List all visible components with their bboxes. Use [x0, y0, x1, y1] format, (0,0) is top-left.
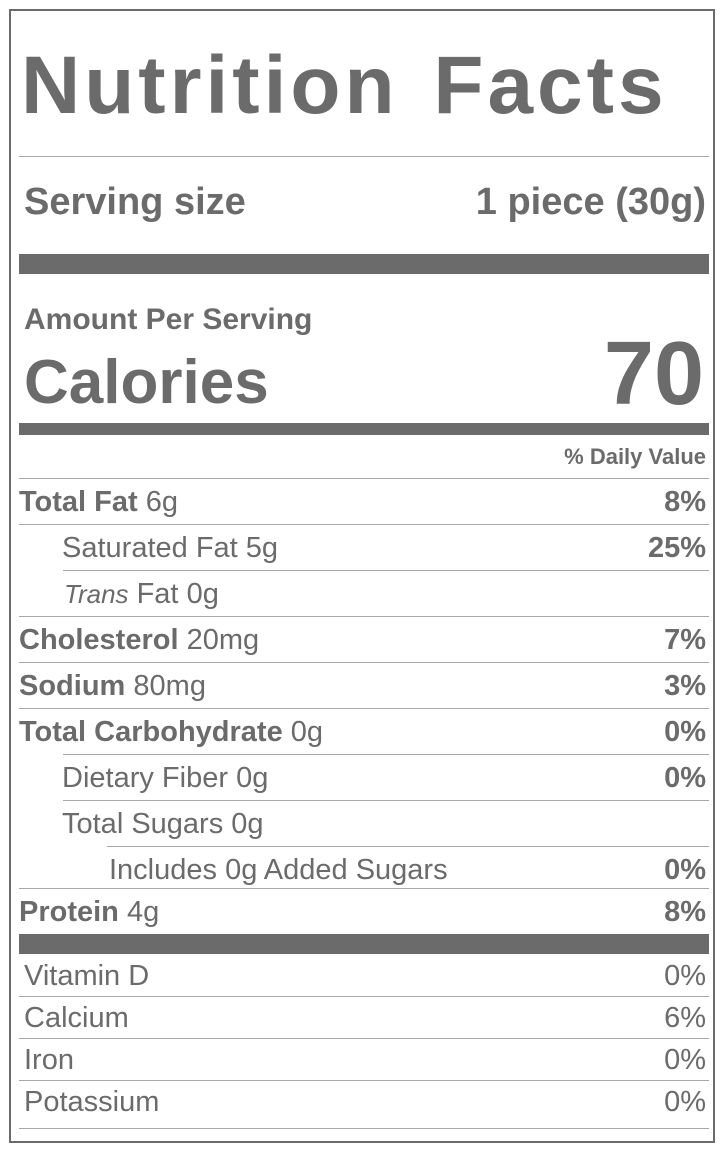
nutrient-name: Total Sugars 0g	[62, 808, 264, 841]
vitamin-row-potassium: Potassium 0%	[19, 1081, 709, 1123]
divider	[19, 156, 709, 157]
divider	[19, 1128, 709, 1129]
nutrient-name: Sodium 80mg	[19, 670, 206, 703]
nutrient-row-dietary-fiber: Dietary Fiber 0g 0%	[19, 755, 709, 801]
nutrient-row-protein: Protein 4g 8%	[19, 889, 709, 935]
nutrient-label: Total Sugars	[62, 807, 224, 840]
serving-size-label: Serving size	[24, 181, 246, 223]
nutrient-name: Dietary Fiber 0g	[62, 762, 268, 795]
nutrient-amount: 0g	[236, 761, 269, 794]
calories-value: 70	[603, 324, 704, 424]
vitamin-dv: 0%	[664, 1085, 706, 1118]
nutrient-label: Sodium	[19, 669, 126, 702]
thick-divider	[19, 254, 709, 274]
nutrient-row-added-sugars: Includes 0g Added Sugars 0%	[19, 847, 709, 893]
divider	[63, 800, 709, 801]
nutrient-row-saturated-fat: Saturated Fat 5g 25%	[19, 525, 709, 571]
nutrient-label: Total Carbohydrate	[19, 715, 283, 748]
daily-value-header: % Daily Value	[564, 444, 706, 469]
vitamin-dv: 0%	[664, 959, 706, 992]
nutrient-row-cholesterol: Cholesterol 20mg 7%	[19, 617, 709, 663]
vitamin-row-calcium: Calcium 6%	[19, 997, 709, 1039]
nutrient-dv: 3%	[664, 669, 706, 702]
divider	[19, 996, 709, 997]
divider	[19, 708, 709, 709]
nutrient-dv: 0%	[664, 853, 706, 886]
divider	[19, 616, 709, 617]
label-title: Nutrition Facts	[21, 40, 668, 131]
nutrient-amount: 4g	[126, 895, 160, 928]
nutrient-amount: 0g	[290, 715, 324, 748]
nutrient-label: Saturated Fat	[62, 531, 238, 564]
divider	[63, 570, 709, 571]
vitamin-name: Iron	[24, 1043, 74, 1076]
divider	[63, 754, 709, 755]
nutrient-row-total-carbohydrate: Total Carbohydrate 0g 0%	[19, 709, 709, 755]
vitamin-name: Potassium	[24, 1085, 160, 1118]
vitamin-dv: 0%	[664, 1043, 706, 1076]
nutrient-row-total-fat: Total Fat 6g 8%	[19, 479, 709, 525]
nutrient-amount: 80mg	[133, 669, 206, 702]
nutrient-name: Total Carbohydrate 0g	[19, 716, 323, 749]
divider	[19, 524, 709, 525]
nutrient-amount: 0g	[186, 577, 219, 610]
nutrient-label: Includes 0g Added Sugars	[109, 853, 448, 886]
thick-divider	[19, 934, 709, 954]
divider	[19, 662, 709, 663]
nutrient-dv: 0%	[664, 761, 706, 794]
nutrient-row-total-sugars: Total Sugars 0g	[19, 801, 709, 847]
nutrient-dv: 8%	[664, 485, 706, 518]
nutrient-name: Total Fat 6g	[19, 486, 178, 519]
nutrient-dv: 8%	[664, 895, 706, 928]
medium-divider	[19, 423, 709, 435]
nutrient-name: Trans Fat 0g	[64, 578, 219, 611]
nutrient-name: Saturated Fat 5g	[62, 532, 278, 565]
nutrient-row-trans-fat: Trans Fat 0g	[19, 571, 709, 617]
vitamin-name: Calcium	[24, 1001, 129, 1034]
vitamin-name: Vitamin D	[24, 959, 150, 992]
nutrition-facts-label: Nutrition Facts Serving size 1 piece (30…	[9, 9, 715, 1143]
nutrient-label: Protein	[19, 895, 119, 928]
nutrient-label: Cholesterol	[19, 623, 179, 656]
nutrient-amount: 0g	[231, 807, 264, 840]
nutrient-dv: 7%	[664, 623, 706, 656]
nutrient-name: Protein 4g	[19, 896, 159, 929]
vitamin-dv: 6%	[664, 1001, 706, 1034]
nutrient-amount: 20mg	[186, 623, 260, 656]
divider	[19, 888, 709, 889]
nutrient-label: Fat	[136, 577, 179, 610]
divider	[19, 1038, 709, 1039]
nutrient-label: Dietary Fiber	[62, 761, 228, 794]
nutrient-label-italic: Trans	[64, 578, 129, 609]
nutrient-name: Cholesterol 20mg	[19, 624, 259, 657]
nutrient-amount: 6g	[145, 485, 179, 518]
calories-label: Calories	[24, 348, 269, 417]
vitamin-row-iron: Iron 0%	[19, 1039, 709, 1081]
nutrient-row-sodium: Sodium 80mg 3%	[19, 663, 709, 709]
nutrient-dv: 0%	[664, 715, 706, 748]
nutrient-dv: 25%	[647, 531, 706, 564]
nutrient-name: Includes 0g Added Sugars	[109, 854, 448, 887]
divider	[19, 478, 709, 479]
nutrient-amount: 5g	[245, 531, 279, 564]
serving-size-value: 1 piece (30g)	[475, 181, 706, 223]
divider	[107, 846, 709, 847]
nutrient-label: Total Fat	[19, 485, 138, 518]
amount-per-serving-label: Amount Per Serving	[24, 303, 313, 336]
divider	[19, 1080, 709, 1081]
vitamin-row-vitamin-d: Vitamin D 0%	[19, 955, 709, 997]
